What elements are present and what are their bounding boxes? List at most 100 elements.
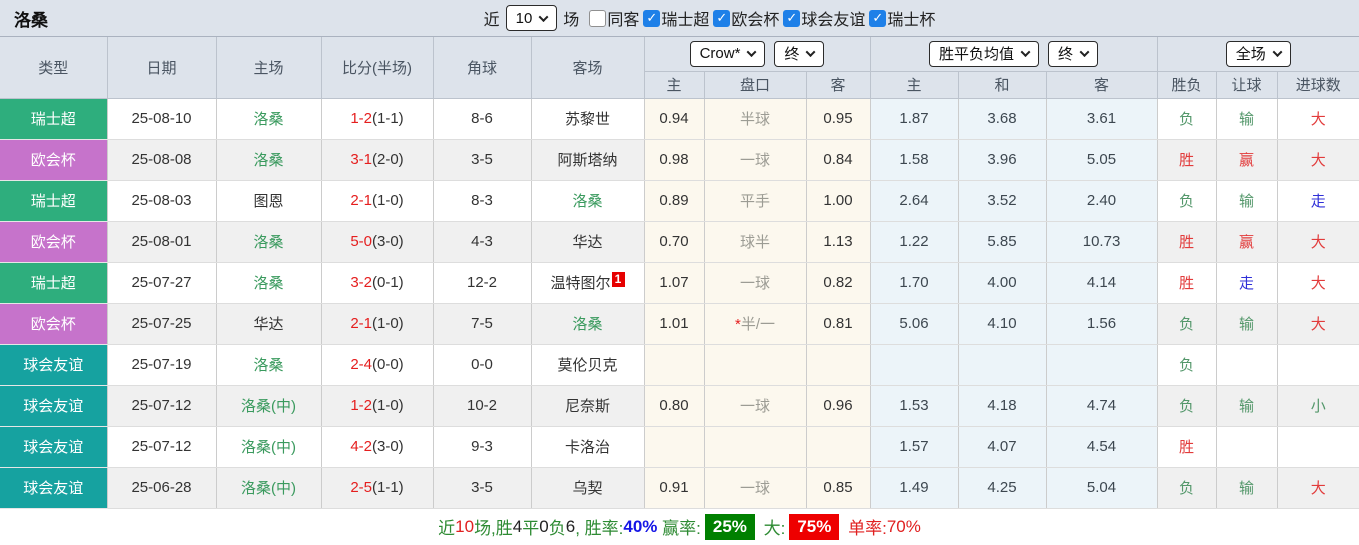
odds-away-cell: 1.00 <box>806 180 871 222</box>
recent-count-value: 10 <box>515 9 533 27</box>
handicap-result-cell: 输 <box>1216 180 1278 222</box>
filter-label: 瑞士杯 <box>887 12 936 29</box>
page-title: 洛桑 <box>14 10 48 30</box>
filter-controls: 近 10 场 同客 ✓ 瑞士超 ✓ 欧会杯 ✓ 球会友谊 ✓ 瑞士杯 <box>424 5 936 31</box>
avg-draw-cell: 3.52 <box>958 180 1047 222</box>
avg-home-cell: 2.64 <box>870 180 959 222</box>
summary-segment: 近 <box>438 519 456 538</box>
league-type-cell: 欧会杯 <box>0 221 108 263</box>
goals-cell <box>1277 426 1359 468</box>
odds-away-cell: 0.82 <box>806 262 871 304</box>
handicap-result-cell <box>1216 344 1278 386</box>
avg-home-cell: 1.58 <box>870 139 959 181</box>
handicap-cell: *半/一 <box>704 303 807 345</box>
avg-home-cell: 1.87 <box>870 98 959 140</box>
handicap-result-cell: 赢 <box>1216 221 1278 263</box>
chevron-down-icon <box>538 11 549 22</box>
subcol-odds-away: 客 <box>806 71 871 99</box>
table-row: 欧会杯 25-07-25 华达 2-1(1-0) 7-5 洛桑 1.01 *半/一 0.81 5.… <box>0 303 1359 345</box>
scope-value: 全场 <box>1235 46 1266 64</box>
odds-stage-value-2: 终 <box>1058 46 1074 64</box>
chevron-down-icon <box>805 47 816 58</box>
table-row: 球会友谊 25-07-12 洛桑(中) 1-2(1-0) 10-2 尼奈斯 0.80 一球 0.… <box>0 385 1359 427</box>
filter-item: ✓ 球会友谊 <box>783 6 865 30</box>
handicap-cell: 一球 <box>704 262 807 304</box>
away-team-cell: 温特图尔 1 <box>531 262 645 304</box>
odds-home-cell <box>644 344 705 386</box>
avg-draw-cell: 4.07 <box>958 426 1047 468</box>
table-row: 球会友谊 25-06-28 洛桑(中) 2-5(1-1) 3-5 乌契 0.91 一球 0.85… <box>0 467 1359 509</box>
away-team-cell: 乌契 <box>531 467 645 509</box>
away-team-badge: 1 <box>611 272 625 287</box>
avg-away-cell: 4.54 <box>1046 426 1158 468</box>
score-cell: 3-1(2-0) <box>321 139 434 181</box>
away-team-cell: 苏黎世 <box>531 98 645 140</box>
subcol-handicap: 盘口 <box>704 71 807 99</box>
summary-segment: 大: <box>758 519 786 538</box>
away-team-cell: 莫伦贝克 <box>531 344 645 386</box>
odds-stage-select-1[interactable]: 终 <box>774 40 825 67</box>
handicap-result-cell: 走 <box>1216 262 1278 304</box>
corners-cell: 7-5 <box>433 303 532 345</box>
home-team-cell: 洛桑(中) <box>216 426 322 468</box>
corners-cell: 3-5 <box>433 139 532 181</box>
handicap-cell: 一球 <box>704 385 807 427</box>
league-type-cell: 瑞士超 <box>0 262 108 304</box>
odds-away-cell: 0.81 <box>806 303 871 345</box>
matches-table: 类型 日期 主场 比分(半场) 角球 客场 Crow* 终 <box>0 37 1359 509</box>
filter-checkbox[interactable]: ✓ <box>643 9 661 27</box>
odds-company-select[interactable]: Crow* <box>689 40 766 67</box>
result-cell: 负 <box>1157 180 1217 222</box>
handicap-result-cell: 输 <box>1216 303 1278 345</box>
scope-select[interactable]: 全场 <box>1225 40 1291 67</box>
avg-away-cell: 3.61 <box>1046 98 1158 140</box>
avg-draw-cell: 4.18 <box>958 385 1047 427</box>
avg-type-select[interactable]: 胜平负均值 <box>929 40 1040 67</box>
odds-home-cell: 0.80 <box>644 385 705 427</box>
filter-checkbox[interactable]: ✓ <box>869 9 887 27</box>
date-cell: 25-08-10 <box>107 98 217 140</box>
odds-stage-select-2[interactable]: 终 <box>1048 40 1099 67</box>
odds-home-cell: 0.89 <box>644 180 705 222</box>
avg-away-cell: 10.73 <box>1046 221 1158 263</box>
avg-draw-cell: 3.68 <box>958 98 1047 140</box>
result-cell: 负 <box>1157 344 1217 386</box>
odds-stage-value-1: 终 <box>784 46 800 64</box>
away-team-cell: 卡洛治 <box>531 426 645 468</box>
score-cell: 4-2(3-0) <box>321 426 434 468</box>
odds-company-value: Crow* <box>699 45 741 63</box>
avg-draw-cell: 4.10 <box>958 303 1047 345</box>
col-header-home: 主场 <box>216 37 322 99</box>
chevron-down-icon <box>746 47 757 58</box>
filter-checkbox[interactable] <box>589 9 607 27</box>
goals-cell: 小 <box>1277 385 1359 427</box>
result-cell: 负 <box>1157 385 1217 427</box>
avg-draw-cell <box>958 344 1047 386</box>
subcol-avg-draw: 和 <box>958 71 1047 99</box>
date-cell: 25-07-27 <box>107 262 217 304</box>
handicap-cell: 平手 <box>704 180 807 222</box>
handicap-result-cell: 赢 <box>1216 139 1278 181</box>
score-cell: 3-2(0-1) <box>321 262 434 304</box>
summary-segment: 4 <box>512 516 523 536</box>
league-type-cell: 瑞士超 <box>0 98 108 140</box>
away-team-cell: 洛桑 <box>531 303 645 345</box>
league-type-cell: 欧会杯 <box>0 139 108 181</box>
odds-home-cell: 1.07 <box>644 262 705 304</box>
table-row: 欧会杯 25-08-08 洛桑 3-1(2-0) 3-5 阿斯塔纳 0.98 一球 0.84 1.… <box>0 139 1359 181</box>
filter-checkbox[interactable]: ✓ <box>783 9 801 27</box>
filter-checkbox[interactable]: ✓ <box>713 9 731 27</box>
handicap-cell: 球半 <box>704 221 807 263</box>
corners-cell: 8-6 <box>433 98 532 140</box>
avg-group-header: 胜平负均值 终 <box>870 37 1158 72</box>
subcol-avg-home: 主 <box>870 71 959 99</box>
filter-label: 同客 <box>607 12 640 29</box>
goals-cell: 大 <box>1277 139 1359 181</box>
league-type-cell: 欧会杯 <box>0 303 108 345</box>
avg-home-cell: 1.70 <box>870 262 959 304</box>
recent-count-select[interactable]: 10 <box>505 5 558 31</box>
summary-segment: 10 <box>455 516 475 536</box>
home-team-cell: 洛桑(中) <box>216 385 322 427</box>
goals-cell: 大 <box>1277 303 1359 345</box>
summary-segment: 平 <box>522 519 540 538</box>
